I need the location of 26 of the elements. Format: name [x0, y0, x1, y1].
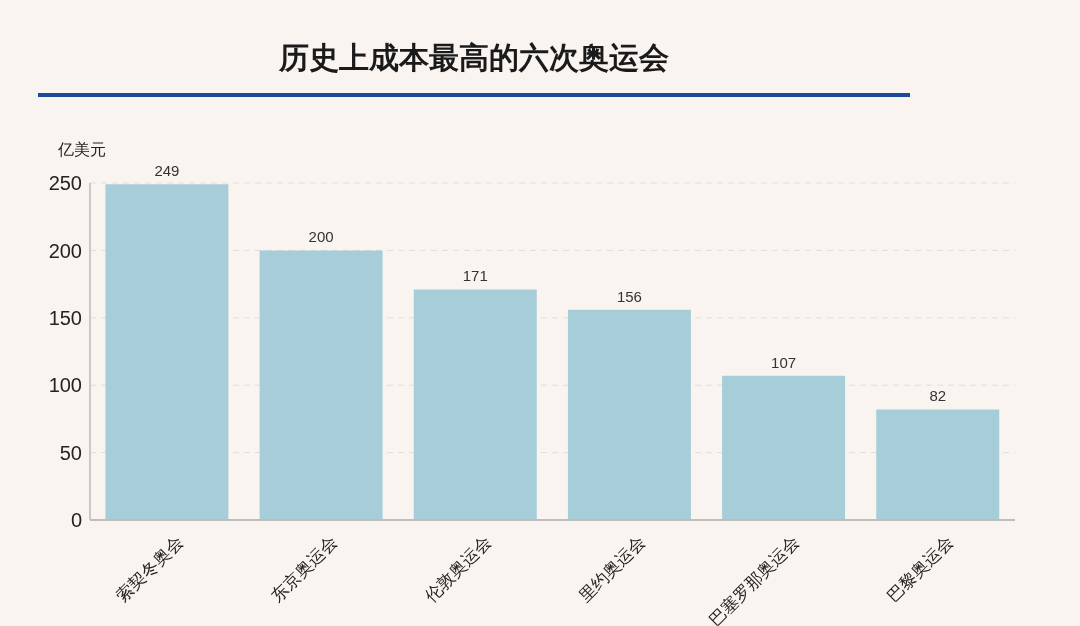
bar — [259, 250, 383, 520]
data-label: 249 — [154, 162, 180, 180]
data-label: 200 — [308, 228, 334, 246]
bar — [722, 375, 846, 520]
data-label: 156 — [616, 287, 642, 305]
chart-title: 历史上成本最高的六次奥运会 — [278, 40, 670, 76]
x-tick-label: 索契冬奥会 — [112, 531, 187, 606]
y-axis-title: 亿美元 — [58, 140, 106, 160]
data-label: 171 — [462, 267, 488, 285]
y-tick-label: 100 — [48, 374, 82, 397]
bar — [105, 184, 229, 520]
bar — [567, 309, 691, 520]
x-tick-label: 伦敦奥运会 — [421, 531, 495, 606]
x-tick-label: 东京奥运会 — [267, 531, 341, 606]
y-tick-label: 0 — [70, 509, 82, 532]
x-tick-label: 巴黎奥运会 — [883, 531, 958, 606]
x-tick-label: 里约奥运会 — [575, 531, 649, 606]
x-tick-label: 巴塞罗那奥运会 — [705, 531, 804, 626]
data-label: 107 — [771, 353, 797, 371]
y-tick-label: 150 — [48, 306, 82, 329]
y-tick-label: 250 — [48, 172, 82, 195]
y-tick-label: 200 — [48, 239, 82, 262]
y-tick-label: 50 — [59, 441, 82, 464]
data-label: 82 — [929, 387, 947, 405]
bar — [413, 289, 537, 520]
bar — [876, 409, 1000, 520]
